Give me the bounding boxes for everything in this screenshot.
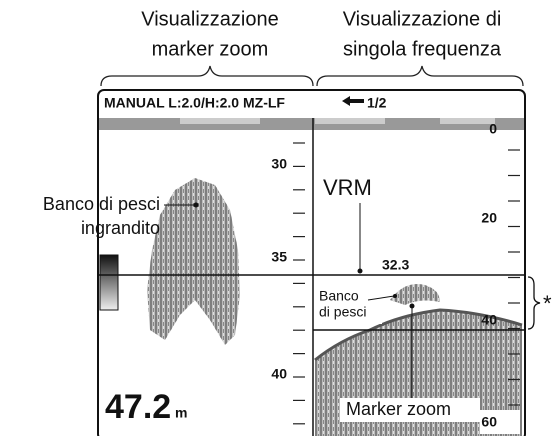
callout: di pesci: [319, 304, 366, 320]
diagram: Visualizzazione marker zoom Visualizzazi…: [0, 0, 557, 436]
heading: singola frequenza: [343, 38, 502, 60]
heading: Visualizzazione: [141, 8, 279, 30]
callout: *: [543, 291, 552, 316]
leader-dot: [393, 294, 397, 298]
brace: [317, 66, 523, 86]
scale-label: 35: [271, 249, 287, 265]
depth-readout: 47.2: [105, 388, 171, 426]
scale-label: 60: [481, 414, 497, 430]
leader-dot: [410, 304, 415, 309]
heading: marker zoom: [152, 38, 269, 60]
scale-label: 30: [271, 156, 287, 172]
mode-header: MANUAL L:2.0/H:2.0 MZ-LF: [104, 95, 285, 111]
scale-label: 20: [481, 210, 497, 226]
callout: VRM: [323, 175, 372, 200]
heading: Visualizzazione di: [343, 8, 502, 30]
status-bar-segment: [315, 118, 385, 124]
color-bar: [100, 255, 118, 310]
vrm-value: 32.3: [382, 257, 409, 273]
scale-label: 0: [489, 121, 497, 137]
status-bar-segment: [440, 118, 495, 124]
brace: [101, 66, 313, 86]
callout: Banco: [319, 288, 359, 304]
callout: Banco di pesci: [43, 194, 160, 214]
scale-label: 40: [481, 312, 497, 328]
page-indicator: 1/2: [367, 95, 387, 111]
leader-dot: [194, 203, 199, 208]
depth-unit: m: [175, 405, 187, 421]
brace: [528, 277, 540, 329]
callout: Marker zoom: [346, 399, 451, 419]
scale-label: 40: [271, 366, 287, 382]
leader-dot: [358, 269, 363, 274]
callout: ingrandito: [81, 218, 160, 238]
status-bar-segment: [180, 118, 260, 124]
